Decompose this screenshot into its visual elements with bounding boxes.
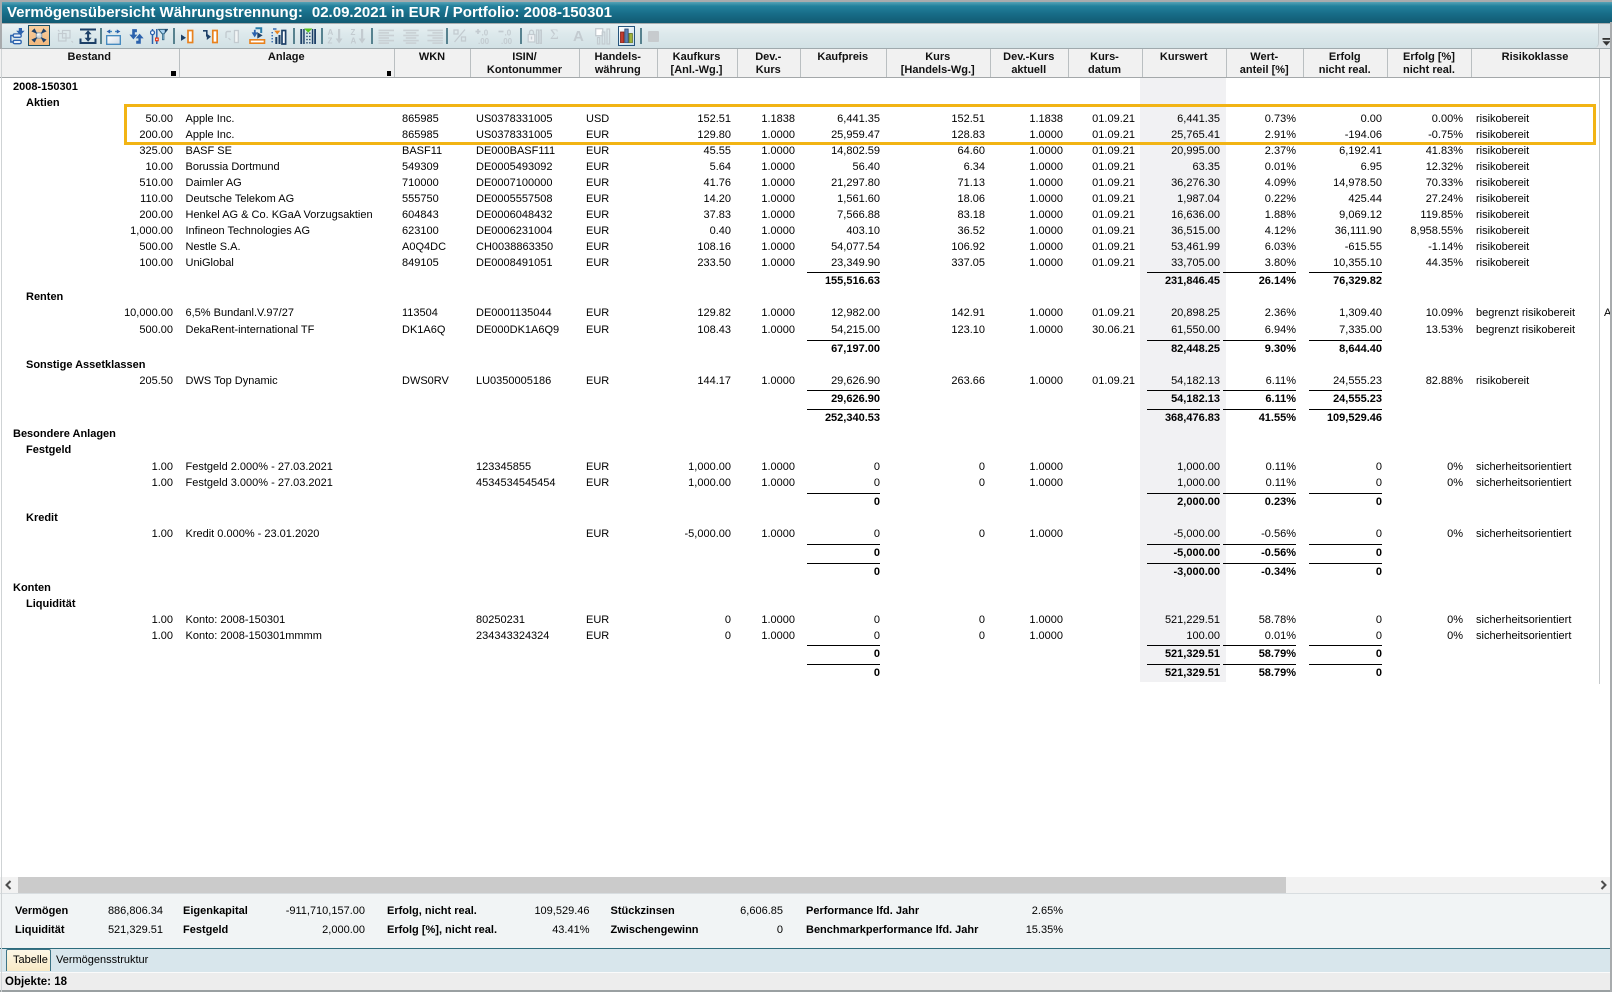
svg-text:A: A [328, 28, 334, 37]
svg-text:.0: .0 [482, 29, 489, 38]
svg-text:.0: .0 [505, 29, 512, 38]
svg-text:Z: Z [351, 28, 356, 37]
svg-text:.00: .00 [478, 37, 490, 45]
svg-text:.00: .00 [501, 37, 513, 45]
svg-text:A: A [351, 37, 357, 46]
svg-text:Z: Z [328, 37, 333, 46]
